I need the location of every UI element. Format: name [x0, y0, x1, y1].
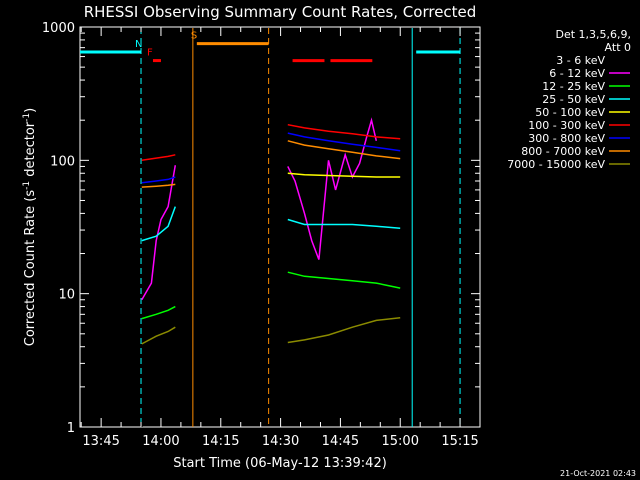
series-line: [141, 305, 176, 320]
series-line: [141, 176, 176, 184]
legend-entry-label: 7000 - 15000 keV: [507, 158, 605, 171]
data-series: [141, 117, 401, 428]
y-axis-label: Corrected Count Rate (s-1 detector-1): [22, 108, 38, 346]
series-line: [287, 172, 401, 178]
series-line: [141, 165, 177, 301]
series-line: [287, 218, 401, 229]
series-line: [141, 154, 176, 162]
event-bar-label: F: [147, 48, 153, 59]
legend-header-line2: Att 0: [605, 41, 631, 54]
y-axis: 1 10 100 1000: [42, 21, 480, 436]
event-bar-label: N: [135, 39, 142, 50]
legend-entry-label: 300 - 800 keV: [528, 132, 605, 145]
event-bars: NF S: [80, 31, 461, 63]
legend-entry-label: 12 - 25 keV: [542, 80, 605, 93]
x-tick-label: 14:30: [262, 434, 299, 449]
legend-entry-label: 6 - 12 keV: [549, 67, 605, 80]
x-tick-label: 14:45: [322, 434, 359, 449]
legend-entry-label: 25 - 50 keV: [542, 93, 605, 106]
legend-entry-label: 800 - 7000 keV: [521, 145, 605, 158]
series-line: [141, 183, 176, 188]
event-bar-label: S: [191, 31, 197, 42]
legend-entry-label: 50 - 100 keV: [535, 106, 605, 119]
footer-timestamp: 21-Oct-2021 02:43: [560, 469, 636, 478]
x-axis: 13:45 14:00 14:15 14:30 14:45 15:00 15:15: [80, 27, 479, 449]
series-line: [141, 326, 176, 345]
series-line: [141, 163, 177, 428]
x-tick-label: 13:45: [82, 434, 119, 449]
y-tick-label: 1: [67, 421, 75, 436]
x-tick-label: 14:15: [202, 434, 239, 449]
x-tick-label: 15:00: [382, 434, 419, 449]
plot-frame: [79, 26, 481, 428]
marker-lines: [140, 28, 461, 427]
series-line: [141, 206, 177, 242]
legend-header-line1: Det 1,3,5,6,9,: [555, 28, 631, 41]
series-line: [287, 117, 378, 260]
series-line: [287, 140, 401, 160]
y-tick-label: 100: [50, 154, 75, 169]
y-tick-label: 10: [58, 288, 75, 303]
chart-title: RHESSI Observing Summary Count Rates, Co…: [84, 3, 477, 21]
x-tick-label: 14:00: [142, 434, 179, 449]
series-line: [287, 316, 401, 344]
x-tick-label: 15:15: [441, 434, 478, 449]
series-line: [287, 123, 401, 140]
y-tick-label: 1000: [42, 21, 75, 36]
legend-entry-label: 100 - 300 keV: [528, 119, 605, 132]
series-line: [287, 132, 401, 152]
series-line: [287, 271, 401, 289]
series-line: [287, 154, 377, 237]
legend-entry-label: 3 - 6 keV: [556, 54, 605, 67]
x-axis-label: Start Time (06-May-12 13:39:42): [173, 456, 387, 471]
